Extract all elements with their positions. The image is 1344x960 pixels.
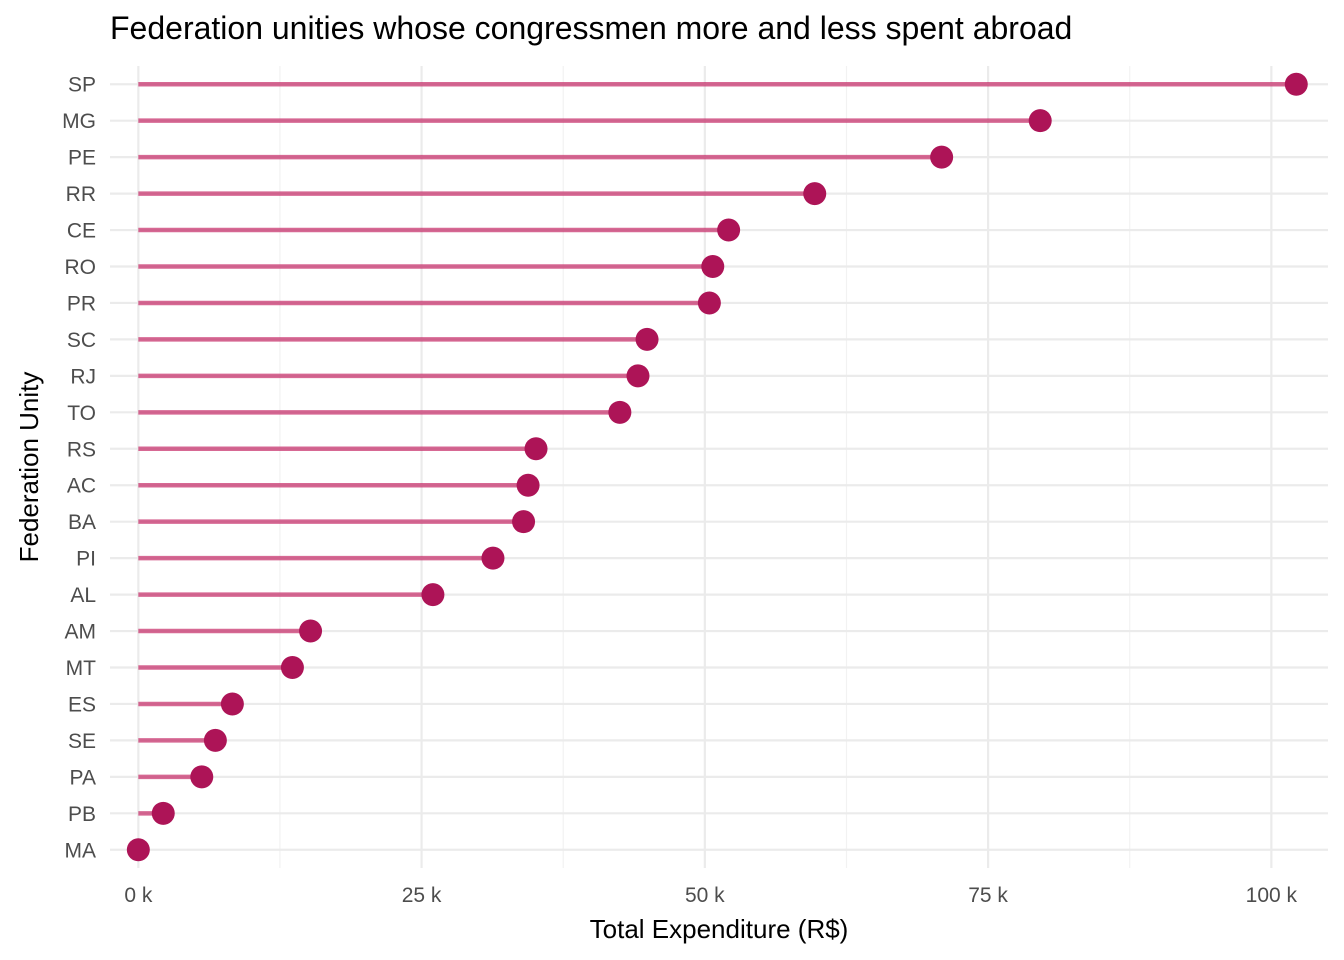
lollipop-point [280, 656, 304, 679]
y-tick-label: ES [68, 693, 96, 716]
x-tick-label: 25 k [402, 884, 442, 907]
y-tick-label: BA [68, 511, 96, 534]
lollipop-point [626, 364, 650, 388]
lollipop-point [697, 291, 721, 315]
y-tick-label: AC [67, 475, 96, 498]
y-tick-label: PA [70, 766, 96, 789]
lollipop-point [126, 838, 150, 862]
chart-title: Federation unities whose congressmen mor… [110, 10, 1073, 46]
lollipop-point [190, 765, 214, 789]
y-tick-labels: SP MG PE RR CE RO PR SC RJ TO RS AC BA PI AL AM MT ES SE PA… [62, 74, 96, 863]
lollipop-point [1284, 72, 1308, 96]
lollipop-point [516, 473, 540, 497]
x-tick-label: 0 k [124, 884, 153, 907]
lollipop-point [701, 255, 725, 278]
lollipop-point [608, 400, 632, 424]
y-tick-label: SP [68, 74, 96, 97]
lollipop-point [803, 182, 827, 206]
lollipop-point [524, 437, 548, 461]
y-tick-label: PE [68, 147, 96, 170]
x-tick-label: 50 k [685, 884, 725, 907]
y-tick-label: MG [62, 110, 96, 133]
lollipop-point [930, 145, 954, 169]
y-tick-label: CE [67, 220, 96, 243]
y-tick-label: PB [68, 803, 96, 826]
x-tick-label: 100 k [1246, 884, 1298, 907]
y-tick-label: RJ [70, 365, 96, 388]
lollipop-point [299, 619, 323, 643]
lollipop-point [220, 692, 244, 716]
y-tick-label: RS [67, 438, 96, 461]
y-tick-label: MA [65, 839, 97, 862]
grid-lines [110, 66, 1328, 868]
y-tick-label: TO [67, 402, 96, 425]
y-tick-label: SE [68, 730, 96, 753]
y-tick-label: PI [76, 548, 96, 571]
x-tick-labels: 0 k 25 k 50 k 75 k 100 k [124, 884, 1297, 907]
lollipop-point [151, 801, 175, 825]
lollipop-point [481, 546, 505, 570]
lollipop-point [635, 327, 659, 351]
y-axis-title: Federation Unity [14, 372, 44, 563]
lollipop-point [512, 510, 536, 534]
lollipop-stems [138, 81, 1297, 816]
lollipop-dots [126, 72, 1308, 862]
y-tick-label: AM [65, 621, 97, 644]
y-tick-label: AL [70, 584, 96, 607]
x-tick-label: 75 k [968, 884, 1008, 907]
lollipop-point [1028, 109, 1052, 133]
lollipop-point [421, 583, 445, 607]
y-tick-label: SC [67, 329, 96, 352]
y-tick-label: PR [67, 292, 96, 315]
y-tick-label: RO [65, 256, 97, 279]
y-tick-label: MT [66, 657, 96, 680]
y-tick-label: RR [66, 183, 96, 206]
lollipop-point [717, 218, 741, 242]
x-axis-title: Total Expenditure (R$) [590, 914, 849, 944]
lollipop-point [203, 728, 227, 752]
